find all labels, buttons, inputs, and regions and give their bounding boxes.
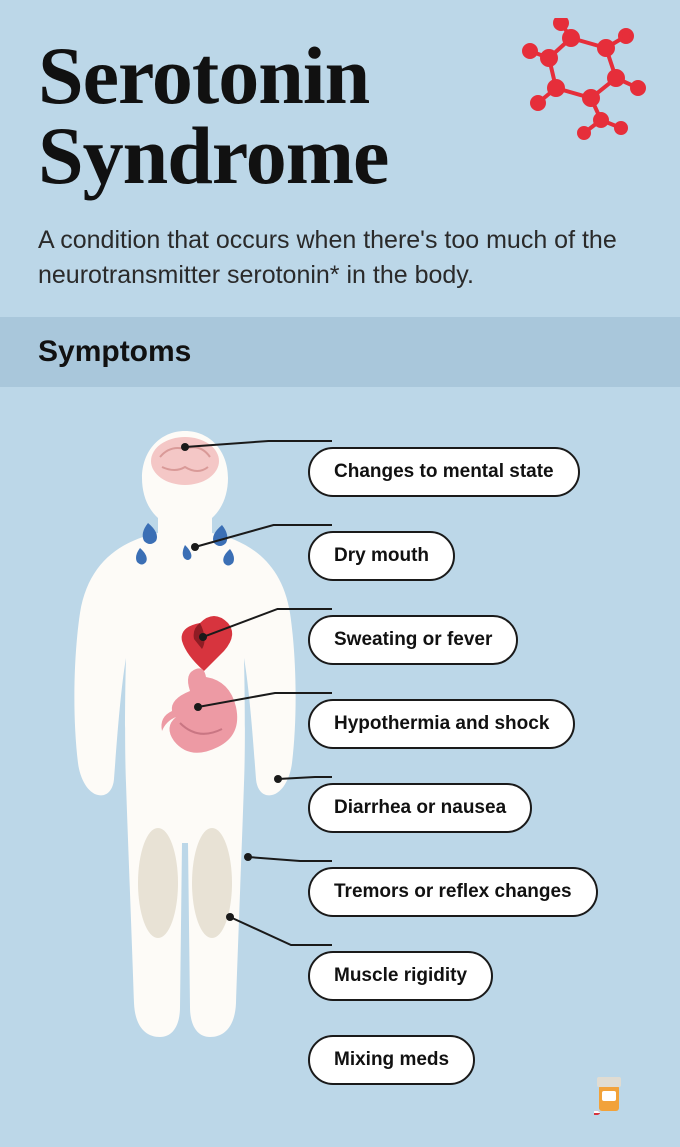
pill-bottle-icon	[594, 1075, 624, 1115]
symptom-pill: Sweating or fever	[308, 615, 518, 665]
symptom-pill: Tremors or reflex changes	[308, 867, 598, 917]
header: Serotonin Syndrome A condition that occu…	[0, 0, 680, 317]
symptom-pill: Mixing meds	[308, 1035, 475, 1085]
section-heading: Symptoms	[38, 335, 642, 369]
body-area: Changes to mental state Dry mouth Sweating…	[0, 387, 680, 1147]
symptom-pill: Hypothermia and shock	[308, 699, 575, 749]
title-line-2: Syndrome	[38, 110, 388, 201]
human-figure	[50, 423, 320, 1043]
section-band: Symptoms	[0, 317, 680, 387]
subtitle: A condition that occurs when there's too…	[38, 223, 638, 293]
symptom-pill: Diarrhea or nausea	[308, 783, 532, 833]
molecule-icon	[516, 18, 656, 148]
symptom-pill: Changes to mental state	[308, 447, 580, 497]
symptom-pill: Muscle rigidity	[308, 951, 493, 1001]
symptom-pill: Dry mouth	[308, 531, 455, 581]
title-line-1: Serotonin	[38, 30, 369, 121]
